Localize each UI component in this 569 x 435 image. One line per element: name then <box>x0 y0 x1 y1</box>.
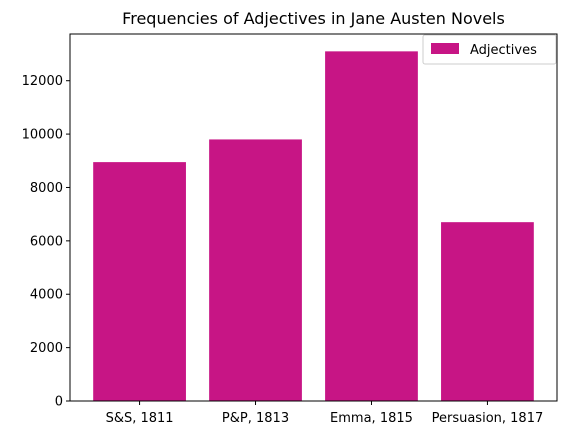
x-tick-label: Emma, 1815 <box>330 411 413 426</box>
bar <box>93 162 186 401</box>
chart-title: Frequencies of Adjectives in Jane Austen… <box>122 9 505 28</box>
y-axis: 0 2000 4000 6000 8000 10000 12000 <box>22 74 70 410</box>
legend: Adjectives <box>422 34 557 65</box>
bar <box>325 51 418 401</box>
plot-frame <box>69 33 558 402</box>
x-tick-label: S&S, 1811 <box>106 411 174 426</box>
y-tick-label: 12000 <box>22 74 63 89</box>
y-tick-label: 10000 <box>22 128 63 143</box>
legend-swatch <box>431 43 459 54</box>
bar <box>441 222 534 401</box>
bar <box>209 139 302 401</box>
y-tick-label: 4000 <box>30 288 63 303</box>
x-tick-label: P&P, 1813 <box>222 411 289 426</box>
legend-box <box>422 34 557 65</box>
y-tick-label: 2000 <box>30 341 63 356</box>
legend-label: Adjectives <box>470 43 537 58</box>
y-tick-label: 6000 <box>30 234 63 249</box>
x-axis: S&S, 1811 P&P, 1813 Emma, 1815 Persuasion, … <box>106 401 544 426</box>
x-tick-label: Persuasion, 1817 <box>432 411 544 426</box>
y-tick-label: 8000 <box>30 181 63 196</box>
y-tick-label: 0 <box>55 395 63 410</box>
bars-layer <box>93 51 534 401</box>
